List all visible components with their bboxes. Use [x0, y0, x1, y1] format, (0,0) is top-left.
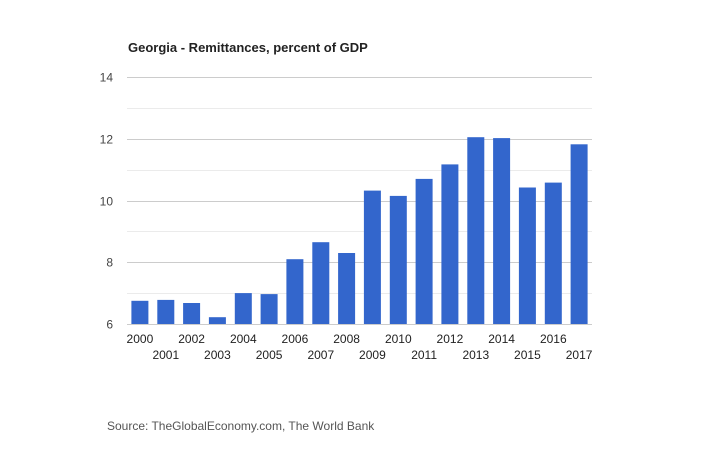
x-tick-label: 2006 — [282, 332, 309, 346]
x-tick-label: 2007 — [307, 348, 334, 362]
y-tick-label: 14 — [100, 71, 114, 85]
bars — [131, 137, 588, 324]
bar-2007 — [312, 242, 330, 324]
x-tick-label: 2002 — [178, 332, 205, 346]
x-tick-label: 2014 — [488, 332, 515, 346]
bar-2009 — [363, 190, 381, 324]
bar-2010 — [389, 195, 407, 324]
x-tick-label: 2003 — [204, 348, 231, 362]
chart-title: Georgia - Remittances, percent of GDP — [128, 40, 368, 55]
bar-2002 — [183, 303, 201, 324]
x-tick-label: 2011 — [411, 348, 437, 362]
x-tick-label: 2010 — [385, 332, 412, 346]
x-axis-tick-labels: 2000 2001 2002 2003 2004 2005 2006 2007 2008 2009… — [127, 332, 593, 362]
x-tick-label: 2009 — [359, 348, 386, 362]
source-note: Source: TheGlobalEconomy.com, The World … — [107, 419, 375, 433]
x-tick-label: 2001 — [152, 348, 179, 362]
bar-2014 — [493, 138, 511, 324]
bar-2016 — [544, 182, 562, 324]
bar-2005 — [260, 294, 278, 324]
bar-2013 — [467, 137, 485, 324]
x-tick-label: 2015 — [514, 348, 541, 362]
bar-2011 — [415, 178, 433, 324]
y-axis-tick-labels: 6 8 10 12 14 — [100, 71, 114, 332]
bar-2006 — [286, 259, 304, 324]
bar-2008 — [338, 253, 356, 324]
bar-2015 — [518, 187, 536, 324]
bar-2000 — [131, 300, 149, 324]
bar-2017 — [570, 144, 588, 324]
bar-2001 — [157, 299, 175, 324]
x-tick-label: 2012 — [437, 332, 464, 346]
x-tick-label: 2000 — [127, 332, 154, 346]
y-tick-label: 6 — [106, 318, 113, 332]
x-tick-label: 2017 — [566, 348, 593, 362]
y-tick-label: 10 — [100, 195, 114, 209]
y-tick-label: 12 — [100, 133, 114, 147]
bar-2004 — [234, 293, 252, 324]
x-tick-label: 2013 — [462, 348, 489, 362]
x-tick-label: 2008 — [333, 332, 360, 346]
x-tick-label: 2005 — [256, 348, 283, 362]
x-tick-label: 2016 — [540, 332, 567, 346]
x-tick-label: 2004 — [230, 332, 257, 346]
y-tick-label: 8 — [106, 256, 113, 270]
grid-lines — [127, 77, 592, 325]
bar-2003 — [208, 317, 226, 324]
bar-2012 — [441, 164, 459, 324]
